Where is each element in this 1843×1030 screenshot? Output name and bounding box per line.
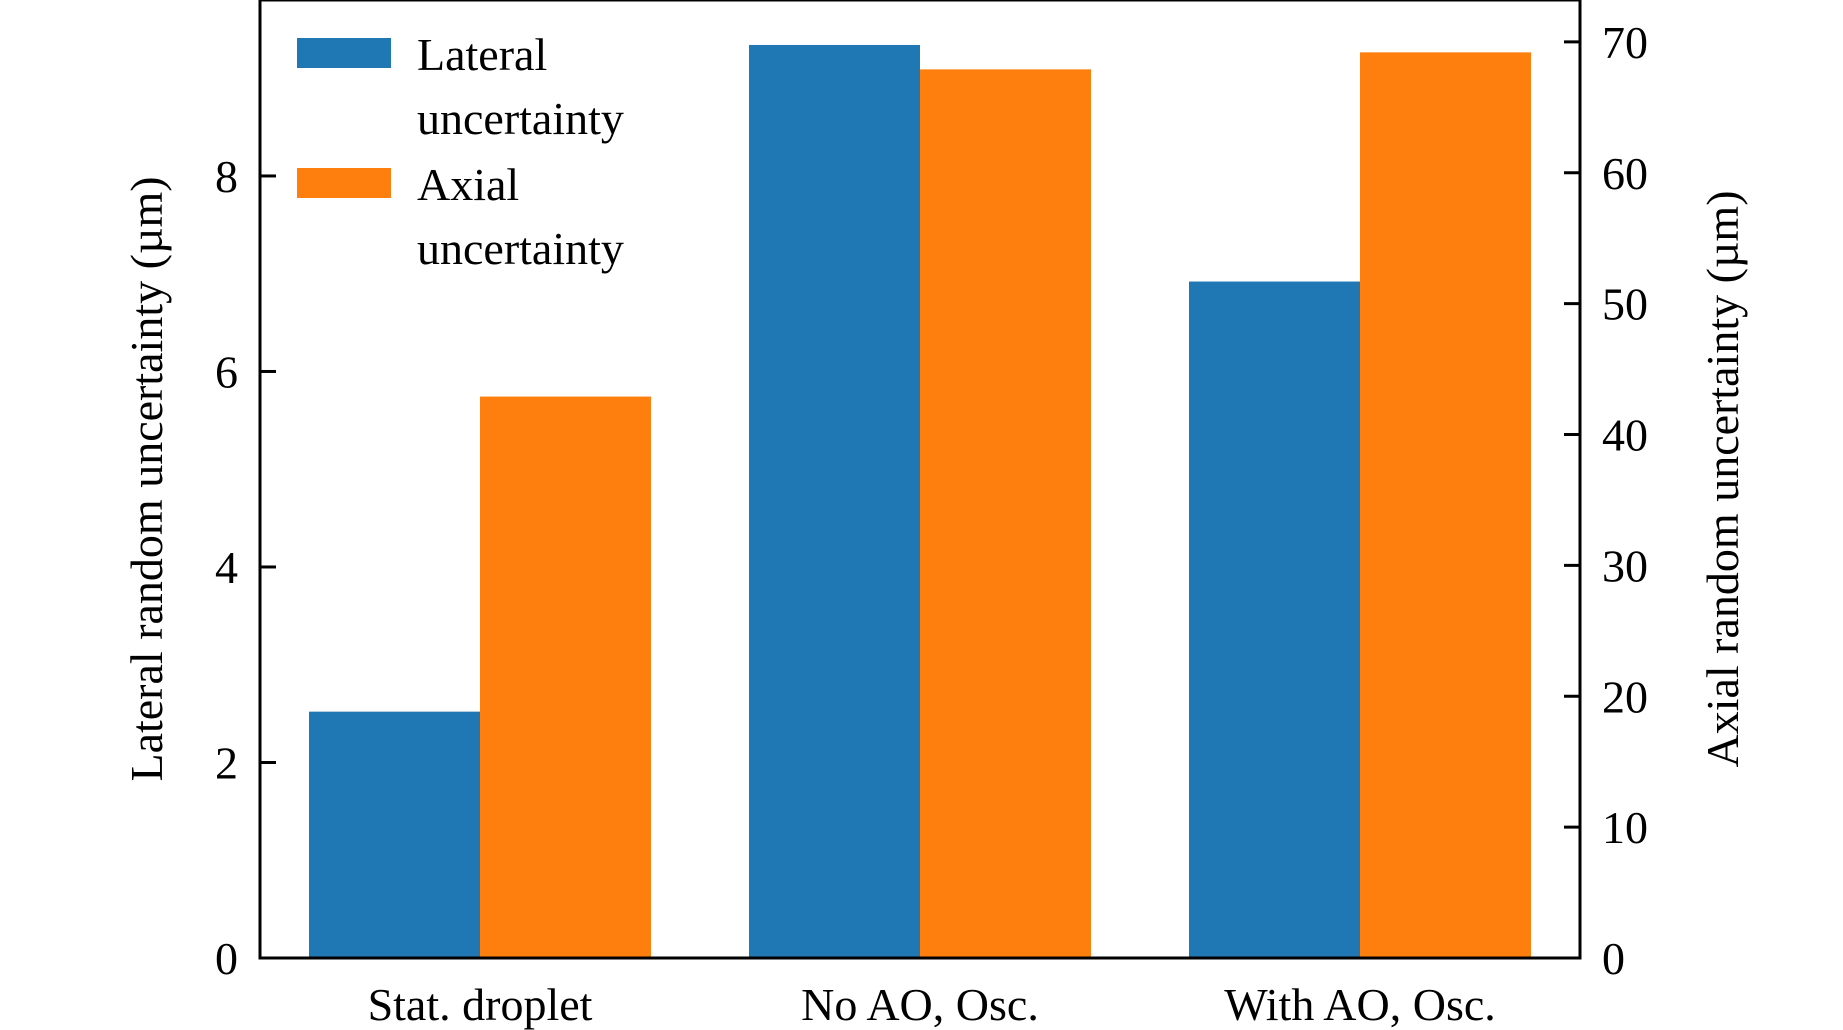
bars-group <box>309 44 1531 959</box>
legend-swatch-axial <box>297 168 391 198</box>
legend: Lateral uncertainty Axial uncertainty <box>297 29 624 274</box>
legend-label-axial: Axial <box>417 159 519 210</box>
right-tick-label: 70 <box>1602 17 1648 68</box>
left-tick-label: 4 <box>215 542 238 593</box>
x-category-label: Stat. droplet <box>368 979 593 1030</box>
bar-lateral-0 <box>309 711 480 958</box>
right-tick-label: 60 <box>1602 148 1648 199</box>
right-tick-label: 10 <box>1602 802 1648 853</box>
bar-axial-2 <box>1360 52 1531 958</box>
bar-lateral-2 <box>1189 281 1360 959</box>
x-category-label: No AO, Osc. <box>801 979 1039 1030</box>
right-tick-label: 30 <box>1602 540 1648 591</box>
right-tick-label: 50 <box>1602 279 1648 330</box>
left-tick-label: 0 <box>215 933 238 984</box>
bar-axial-1 <box>920 69 1091 958</box>
left-tick-label: 8 <box>215 151 238 202</box>
left-axis-label: Lateral random uncertainty (µm) <box>121 176 172 781</box>
right-axis-label: Axial random uncertainty (µm) <box>1697 190 1748 767</box>
right-tick-label: 40 <box>1602 410 1648 461</box>
left-tick-label: 6 <box>215 346 238 397</box>
plot-frame <box>258 0 1582 960</box>
bar-lateral-1 <box>749 44 920 958</box>
legend-swatch-lateral <box>297 38 391 68</box>
right-tick-label: 0 <box>1602 933 1625 984</box>
right-axis-ticks: 0 10 20 30 40 50 60 70 <box>1564 17 1648 984</box>
legend-label-lateral: uncertainty <box>417 93 624 144</box>
bar-axial-0 <box>480 396 651 958</box>
left-tick-label: 2 <box>215 737 238 788</box>
left-axis-ticks: 0 2 4 6 8 <box>215 151 276 984</box>
legend-label-axial: uncertainty <box>417 223 624 274</box>
x-category-label: With AO, Osc. <box>1224 979 1496 1030</box>
right-tick-label: 20 <box>1602 671 1648 722</box>
x-axis-ticks: Stat. droplet No AO, Osc. With AO, Osc. <box>368 979 1496 1030</box>
legend-label-lateral: Lateral <box>417 29 547 80</box>
